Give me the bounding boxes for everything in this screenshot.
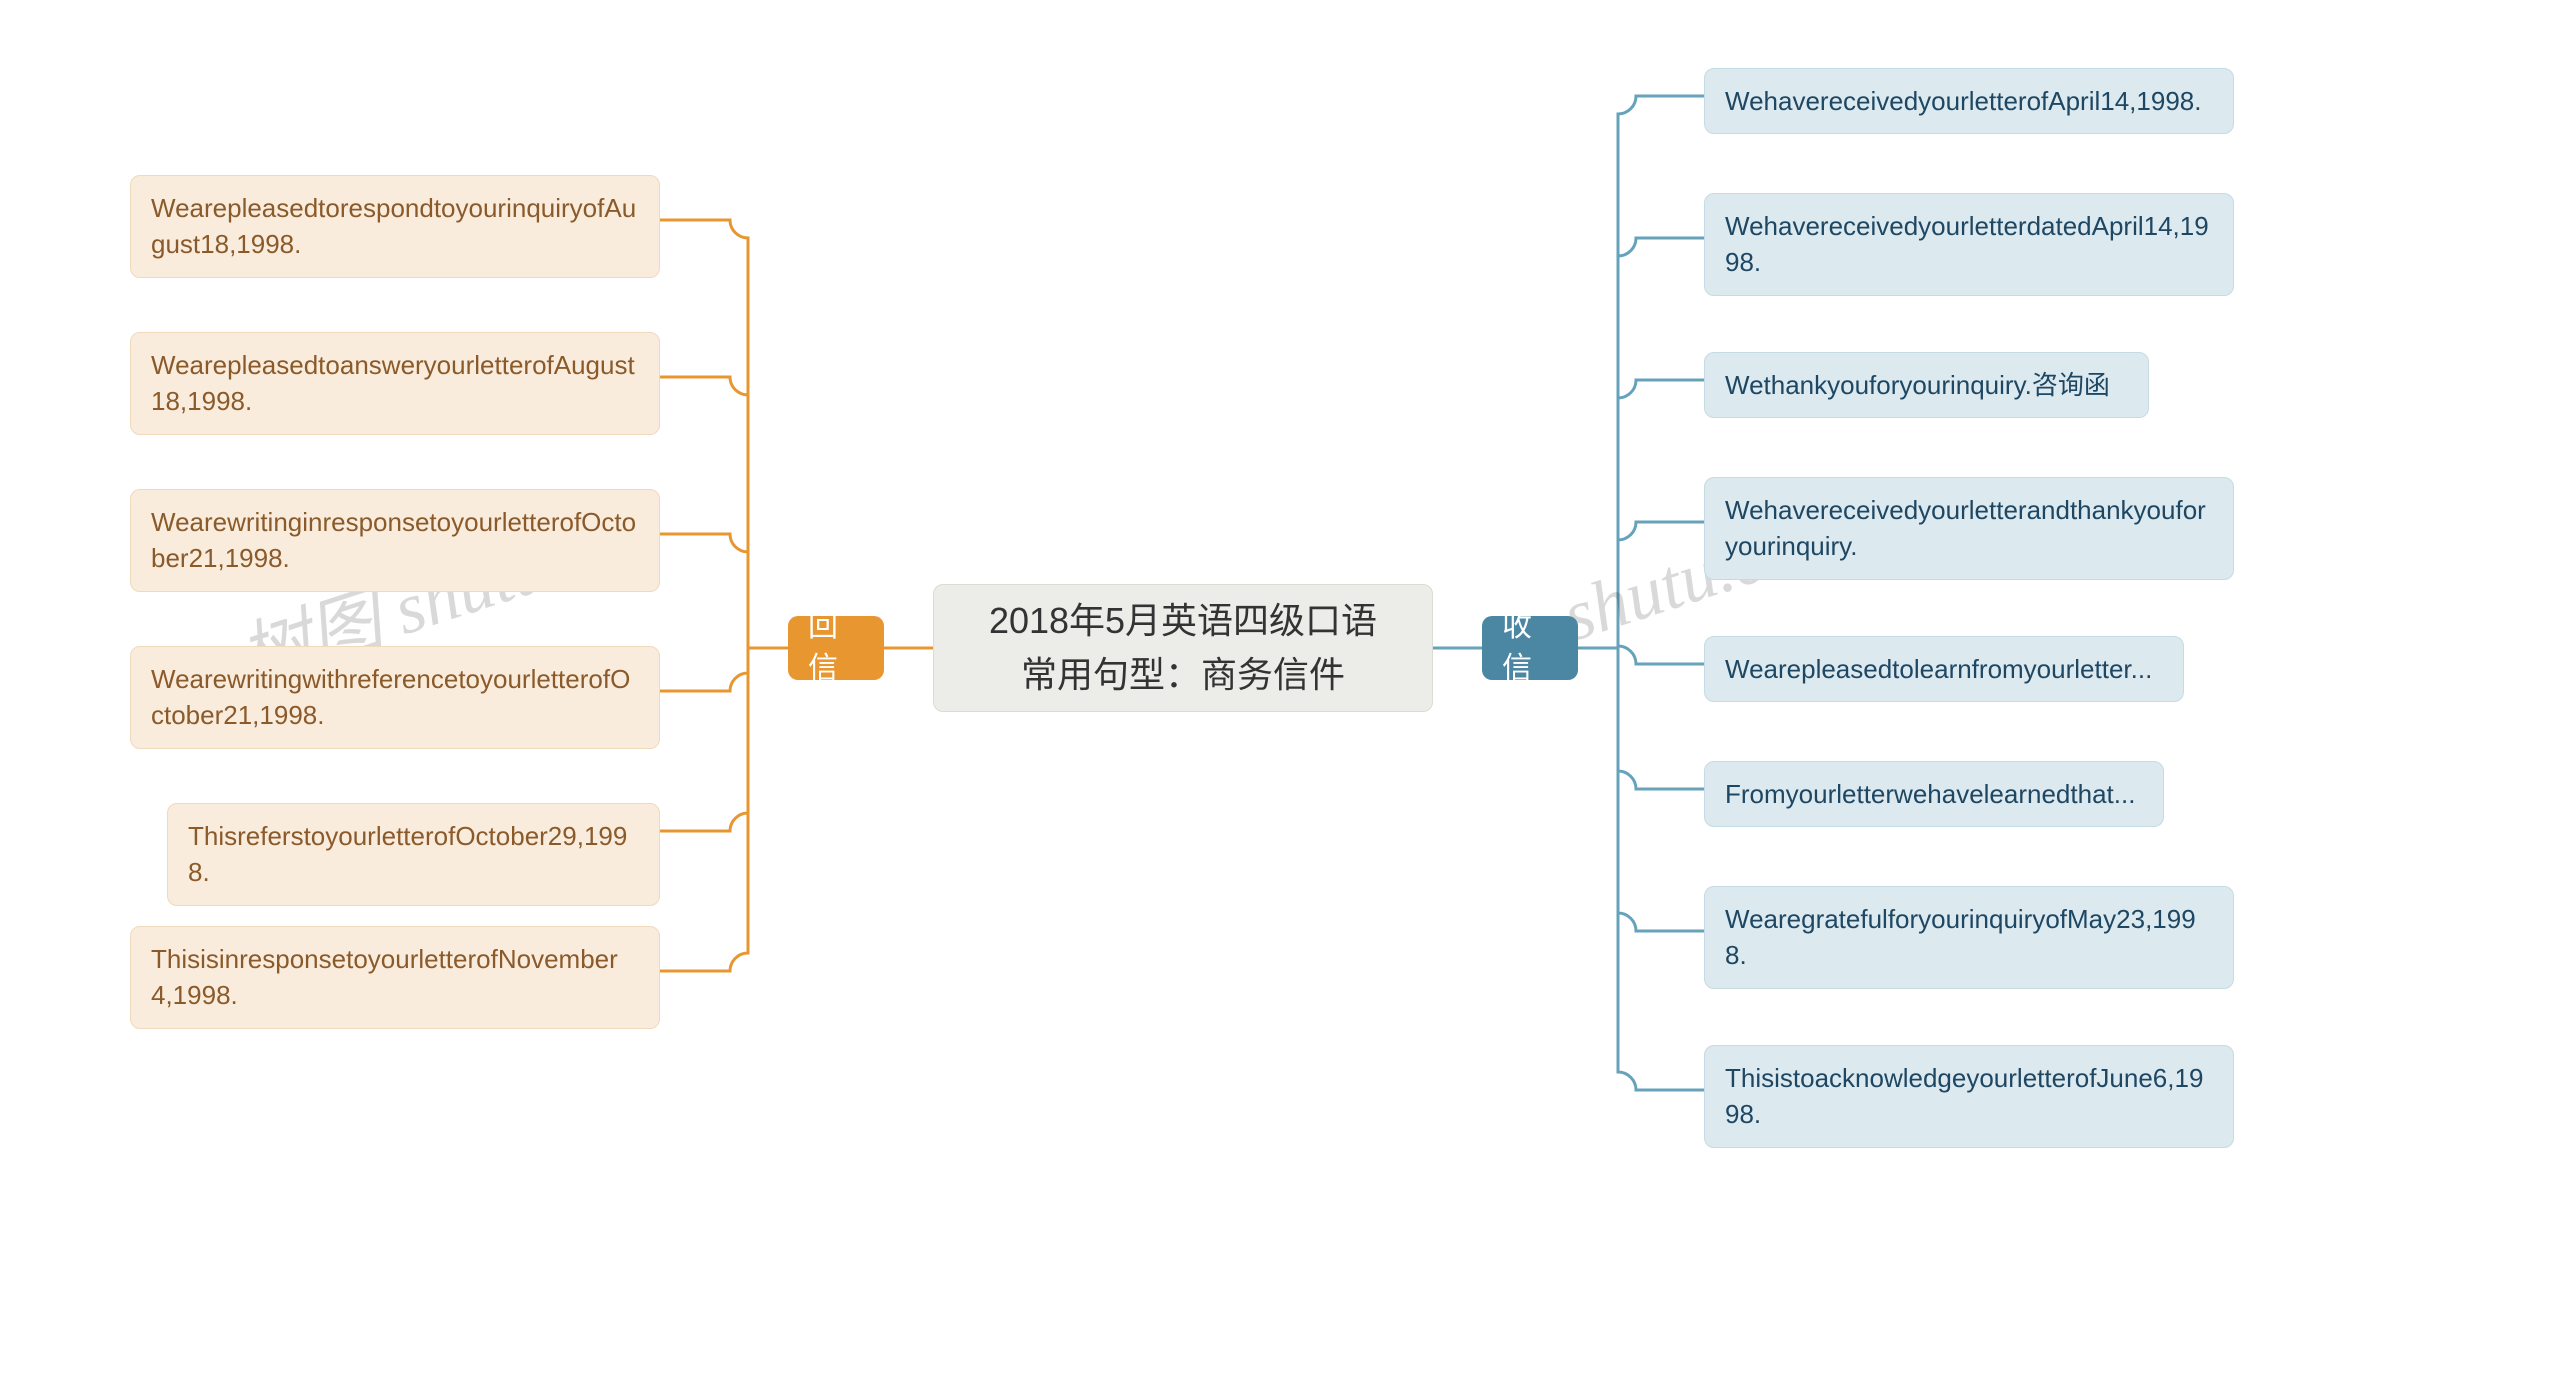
leaf-node: Fromyourletterwehavelearnedthat... xyxy=(1704,761,2164,827)
leaf-node: WehavereceivedyourletterofApril14,1998. xyxy=(1704,68,2234,134)
leaf-node: WearepleasedtorespondtoyourinquiryofAugu… xyxy=(130,175,660,278)
leaf-node: WearepleasedtoansweryourletterofAugust18… xyxy=(130,332,660,435)
branch-left: 回信 xyxy=(788,616,884,680)
mindmap-canvas: 树图 shutu.cn shutu.cn 2018年5月英语四级口语常用句型：商… xyxy=(0,0,2560,1376)
leaf-node: WearewritinginresponsetoyourletterofOcto… xyxy=(130,489,660,592)
leaf-node: ThisistoacknowledgeyourletterofJune6,199… xyxy=(1704,1045,2234,1148)
leaf-node: Wehavereceivedyourletterandthankyouforyo… xyxy=(1704,477,2234,580)
leaf-node: WearegratefulforyourinquiryofMay23,1998. xyxy=(1704,886,2234,989)
leaf-node: Wearepleasedtolearnfromyourletter... xyxy=(1704,636,2184,702)
branch-right: 收信 xyxy=(1482,616,1578,680)
leaf-node: WearewritingwithreferencetoyourletterofO… xyxy=(130,646,660,749)
center-topic: 2018年5月英语四级口语常用句型：商务信件 xyxy=(933,584,1433,712)
leaf-node: ThisreferstoyourletterofOctober29,1998. xyxy=(167,803,660,906)
leaf-node: ThisisinresponsetoyourletterofNovember4,… xyxy=(130,926,660,1029)
leaf-node: Wethankyouforyourinquiry.咨询函 xyxy=(1704,352,2149,418)
leaf-node: WehavereceivedyourletterdatedApril14,199… xyxy=(1704,193,2234,296)
